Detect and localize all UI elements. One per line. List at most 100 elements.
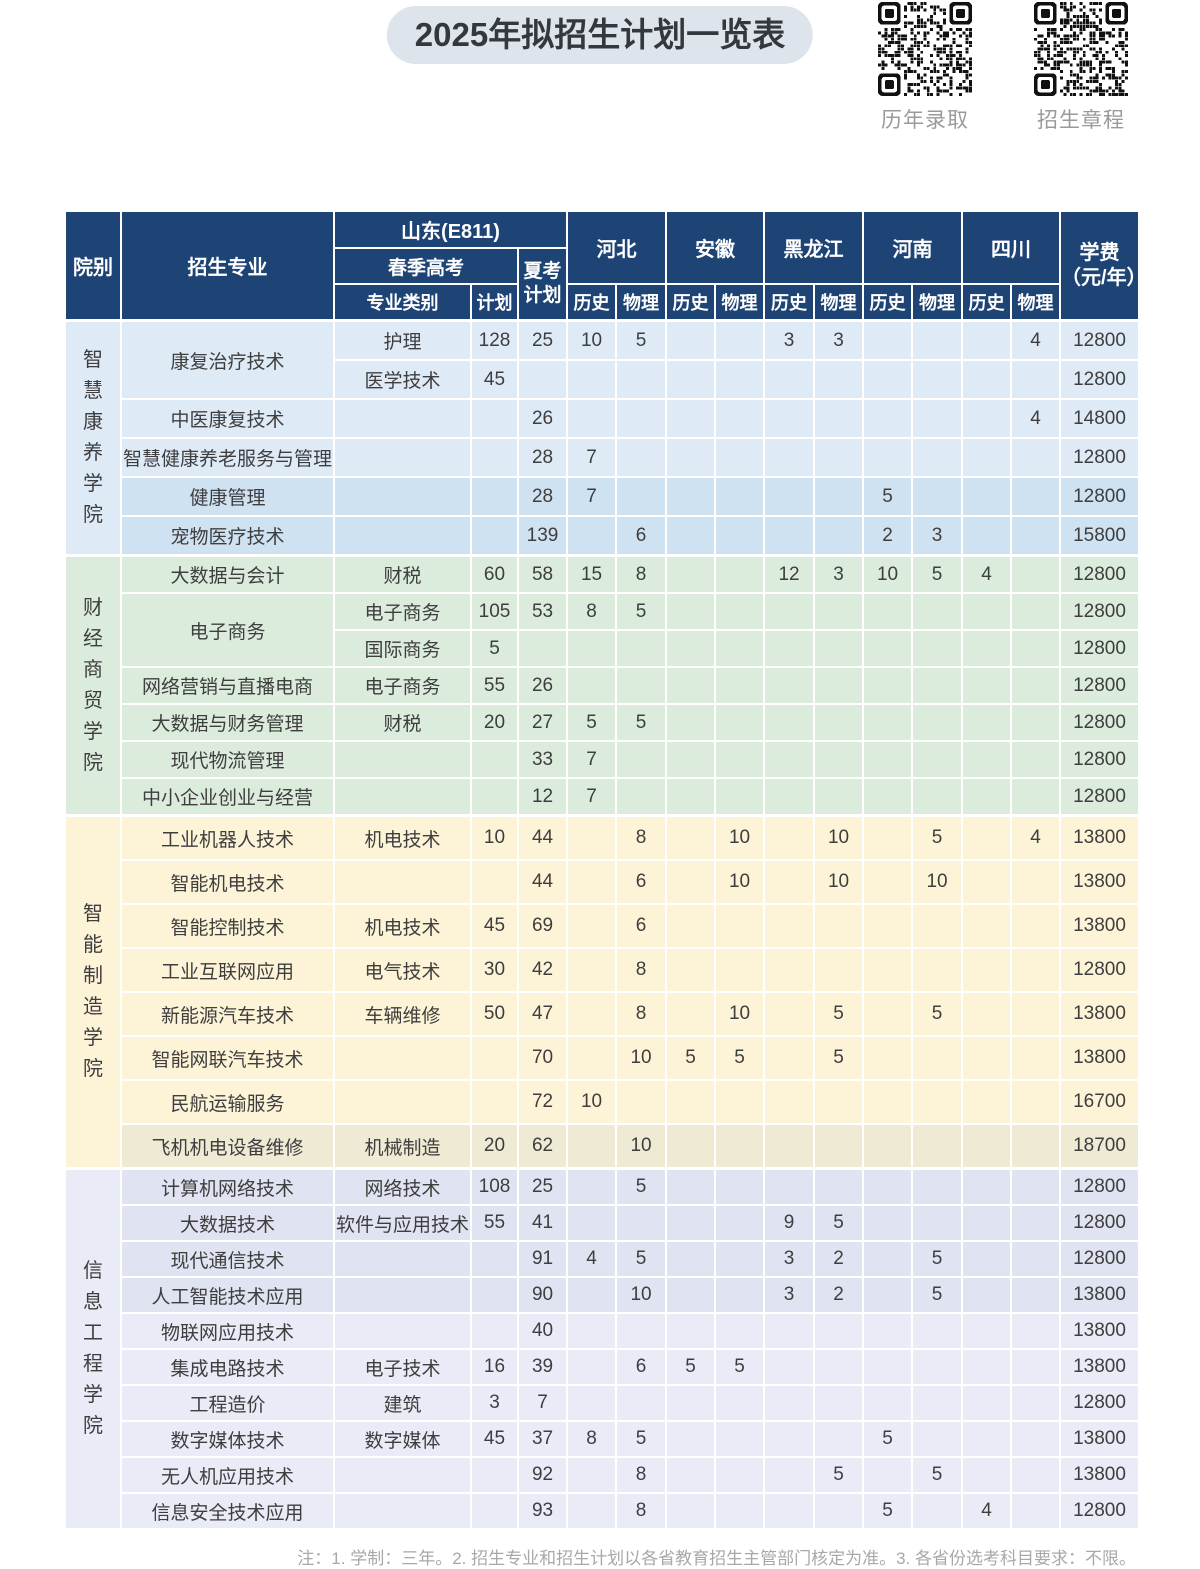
province-cell	[911, 1167, 964, 1206]
tuition-cell: 13800	[1059, 814, 1141, 861]
province-cell	[862, 1035, 914, 1081]
province-cell	[665, 437, 717, 478]
category-cell: 电子商务	[333, 666, 472, 705]
province-cell	[911, 740, 964, 779]
tuition-cell: 12800	[1059, 437, 1141, 478]
header-province-0: 河北	[566, 210, 668, 285]
province-cell	[1010, 1035, 1062, 1081]
table-row: 工业互联网应用 电气技术 30 42 8 12800	[65, 947, 1141, 993]
province-cell	[813, 703, 865, 742]
qr-label-charter: 招生章程	[1037, 109, 1125, 132]
qr-block-history: 历年录取	[878, 2, 972, 134]
province-cell	[714, 666, 766, 705]
province-cell	[714, 437, 766, 478]
qr-code-charter-icon	[1034, 2, 1128, 96]
province-cell	[665, 1420, 717, 1458]
spring-plan-cell: 45	[470, 903, 519, 949]
province-cell	[961, 814, 1013, 861]
province-cell: 7	[566, 437, 618, 478]
province-cell: 4	[961, 1492, 1013, 1530]
province-cell: 2	[813, 1276, 865, 1314]
province-cell	[714, 1384, 766, 1422]
province-cell	[714, 777, 766, 817]
table-row: 电子商务 电子商务 105 53 8 5 12800	[65, 592, 1141, 668]
province-cell	[911, 1035, 964, 1081]
province-cell	[1010, 437, 1062, 478]
major-cell: 计算机网络技术	[120, 1167, 335, 1206]
province-cell: 10	[714, 991, 766, 1037]
category-cell: 车辆维修	[333, 991, 472, 1037]
province-cell	[862, 740, 914, 779]
summer-plan-cell: 91	[516, 1240, 569, 1278]
province-cell	[566, 947, 618, 993]
province-cell	[862, 629, 914, 668]
province-cell	[763, 740, 816, 779]
table-row: 中医康复技术 26 4 14800	[65, 398, 1141, 439]
province-cell	[714, 903, 766, 949]
header-college: 院别	[64, 210, 122, 322]
province-cell	[763, 1420, 816, 1458]
province-cell	[566, 991, 618, 1037]
major-cell: 宠物医疗技术	[120, 515, 335, 557]
province-cell	[615, 777, 668, 817]
header-spring-exam: 春季高考	[333, 247, 519, 285]
header-province-3: 河南	[862, 210, 964, 285]
province-cell	[911, 703, 964, 742]
spring-plan-cell: 20	[470, 703, 519, 742]
college-cell: 信息工程学院	[64, 1167, 122, 1530]
province-cell: 5	[615, 319, 668, 361]
province-cell: 10	[615, 1123, 668, 1170]
province-cell	[961, 947, 1013, 993]
province-cell	[961, 703, 1013, 742]
tuition-cell: 12800	[1059, 359, 1141, 400]
tuition-cell: 16700	[1059, 1079, 1141, 1125]
province-cell	[566, 629, 618, 668]
enrollment-table: 院别 招生专业 山东(E811) 河北 安徽 黑龙江 河南 四川 学费 （元/年） 春季高考 夏考 …	[64, 210, 1141, 1530]
province-cell	[714, 398, 766, 439]
province-cell	[566, 398, 618, 439]
province-cell	[714, 592, 766, 631]
province-cell	[862, 359, 914, 400]
province-cell	[862, 859, 914, 905]
summer-plan-cell: 12	[516, 777, 569, 817]
province-cell: 6	[615, 903, 668, 949]
province-cell	[862, 1276, 914, 1314]
province-cell: 3	[763, 319, 816, 361]
province-cell	[566, 359, 618, 400]
province-cell	[911, 398, 964, 439]
tuition-cell: 12800	[1059, 1167, 1141, 1206]
category-cell: 电气技术	[333, 947, 472, 993]
spring-plan-cell	[470, 1456, 519, 1494]
province-cell	[862, 777, 914, 817]
province-cell	[714, 1204, 766, 1242]
spring-plan-cell: 30	[470, 947, 519, 993]
major-cell: 现代物流管理	[120, 740, 335, 779]
summer-plan-cell: 93	[516, 1492, 569, 1530]
province-cell: 3	[813, 554, 865, 594]
province-cell	[566, 814, 618, 861]
province-cell: 5	[813, 1456, 865, 1494]
province-cell: 4	[1010, 319, 1062, 361]
header-row-3: 专业类别 计划 历史 物理 历史 物理 历史 物理 历史 物理 历史 物理	[65, 283, 1139, 322]
college-cell: 智能制造学院	[64, 814, 122, 1170]
province-cell	[862, 703, 914, 742]
table-row: 大数据技术 软件与应用技术 55 41 9 5 12800	[65, 1204, 1141, 1242]
province-cell	[961, 476, 1013, 517]
province-cell: 6	[615, 1348, 668, 1386]
province-cell	[1010, 1167, 1062, 1206]
province-cell	[566, 1276, 618, 1314]
category-cell	[333, 859, 472, 905]
spring-plan-cell	[470, 1312, 519, 1350]
province-cell	[961, 991, 1013, 1037]
province-cell	[763, 777, 816, 817]
major-cell: 中医康复技术	[120, 398, 335, 439]
category-cell	[333, 1456, 472, 1494]
province-cell	[665, 666, 717, 705]
province-cell: 8	[615, 1492, 668, 1530]
table-head: 院别 招生专业 山东(E811) 河北 安徽 黑龙江 河南 四川 学费 （元/年） 春季高考 夏考 …	[64, 210, 1141, 322]
province-cell	[911, 947, 964, 993]
province-cell: 9	[763, 1204, 816, 1242]
tuition-cell: 12800	[1059, 1384, 1141, 1422]
province-cell: 5	[911, 814, 964, 861]
province-cell	[714, 1079, 766, 1125]
